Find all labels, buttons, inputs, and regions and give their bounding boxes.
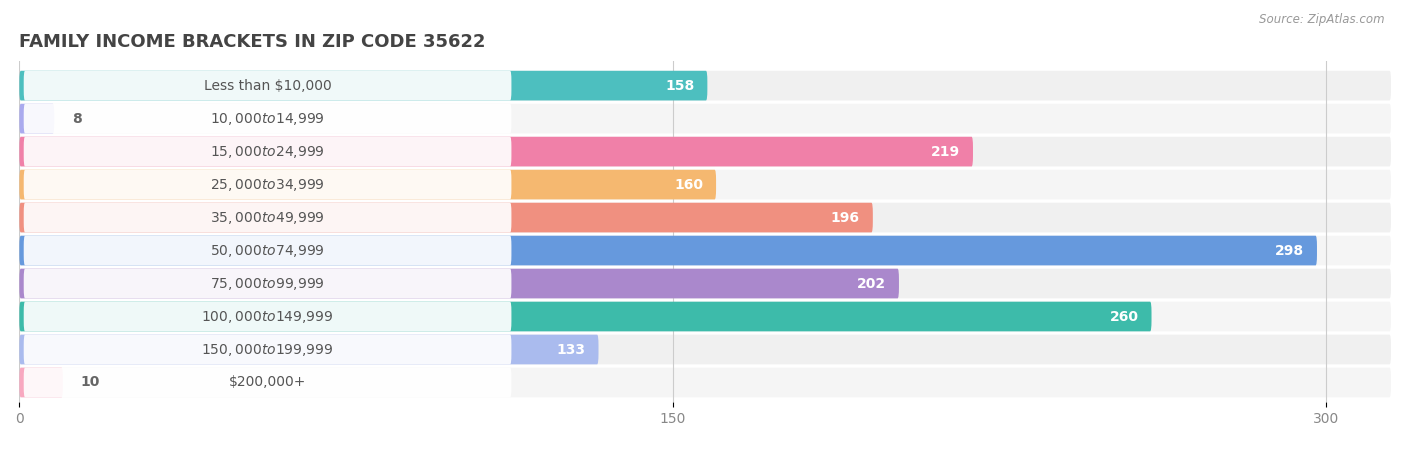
FancyBboxPatch shape (20, 269, 898, 298)
Text: $25,000 to $34,999: $25,000 to $34,999 (209, 176, 325, 193)
FancyBboxPatch shape (20, 236, 1317, 266)
FancyBboxPatch shape (20, 104, 55, 134)
FancyBboxPatch shape (24, 104, 512, 134)
FancyBboxPatch shape (24, 302, 512, 331)
FancyBboxPatch shape (20, 170, 1391, 199)
Text: $150,000 to $199,999: $150,000 to $199,999 (201, 342, 333, 357)
FancyBboxPatch shape (20, 302, 1152, 331)
FancyBboxPatch shape (20, 302, 1391, 331)
FancyBboxPatch shape (20, 104, 1391, 134)
FancyBboxPatch shape (20, 335, 599, 365)
Text: 133: 133 (557, 342, 585, 356)
FancyBboxPatch shape (20, 368, 63, 397)
Text: Less than $10,000: Less than $10,000 (204, 79, 332, 93)
Text: 260: 260 (1109, 310, 1139, 324)
FancyBboxPatch shape (24, 202, 512, 232)
FancyBboxPatch shape (24, 335, 512, 365)
Text: 196: 196 (831, 211, 859, 225)
FancyBboxPatch shape (20, 137, 973, 166)
Text: $100,000 to $149,999: $100,000 to $149,999 (201, 309, 333, 324)
FancyBboxPatch shape (20, 71, 1391, 100)
Text: 8: 8 (72, 112, 82, 126)
Text: $15,000 to $24,999: $15,000 to $24,999 (209, 144, 325, 160)
FancyBboxPatch shape (24, 71, 512, 100)
Text: 298: 298 (1275, 243, 1303, 257)
Text: $10,000 to $14,999: $10,000 to $14,999 (209, 111, 325, 126)
FancyBboxPatch shape (20, 71, 707, 100)
FancyBboxPatch shape (24, 236, 512, 266)
Text: 10: 10 (80, 375, 100, 390)
FancyBboxPatch shape (20, 202, 1391, 232)
Text: FAMILY INCOME BRACKETS IN ZIP CODE 35622: FAMILY INCOME BRACKETS IN ZIP CODE 35622 (20, 33, 486, 51)
FancyBboxPatch shape (20, 236, 1391, 266)
FancyBboxPatch shape (24, 269, 512, 298)
FancyBboxPatch shape (20, 269, 1391, 298)
Text: $50,000 to $74,999: $50,000 to $74,999 (209, 243, 325, 259)
Text: $35,000 to $49,999: $35,000 to $49,999 (209, 210, 325, 225)
FancyBboxPatch shape (24, 170, 512, 199)
FancyBboxPatch shape (20, 170, 716, 199)
Text: 219: 219 (931, 144, 960, 158)
Text: $200,000+: $200,000+ (229, 375, 307, 390)
Text: 160: 160 (673, 178, 703, 192)
Text: $75,000 to $99,999: $75,000 to $99,999 (209, 275, 325, 292)
FancyBboxPatch shape (20, 335, 1391, 365)
Text: 202: 202 (856, 277, 886, 291)
FancyBboxPatch shape (24, 368, 512, 397)
Text: Source: ZipAtlas.com: Source: ZipAtlas.com (1260, 14, 1385, 27)
FancyBboxPatch shape (20, 202, 873, 232)
FancyBboxPatch shape (24, 137, 512, 166)
FancyBboxPatch shape (20, 137, 1391, 166)
Text: 158: 158 (665, 79, 695, 93)
FancyBboxPatch shape (20, 368, 1391, 397)
